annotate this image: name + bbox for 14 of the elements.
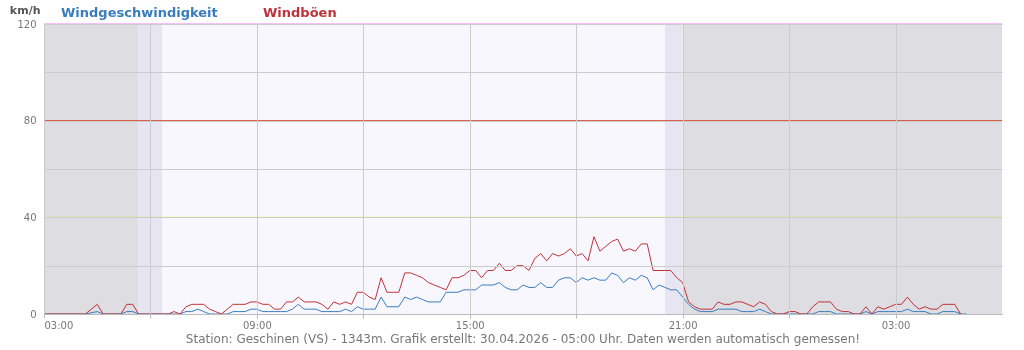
x-tick-label: 09:00 [242,319,272,331]
text: Windgeschwindigkeit [61,4,218,20]
text: Windböen [263,4,337,20]
line-series [43,236,962,315]
y-axis-title: km/h [9,3,41,17]
x-tick-label: 21:00 [668,319,698,331]
y-tick-label: 80 [23,115,37,127]
x-tick-label: 03:00 [881,319,911,331]
y-tick-label: 120 [17,18,37,30]
text: Station: Geschinen (VS) - 1343m. Grafik erstellt: 30.04.2026 - 05:00 Uhr. Daten werden automatisch gemessen! [185,332,861,346]
x-tick-label: 15:00 [455,319,485,331]
y-tick-label: 40 [23,211,37,223]
x-tick-label: 03:00 [44,319,74,331]
y-tick-label: 0 [30,308,37,320]
